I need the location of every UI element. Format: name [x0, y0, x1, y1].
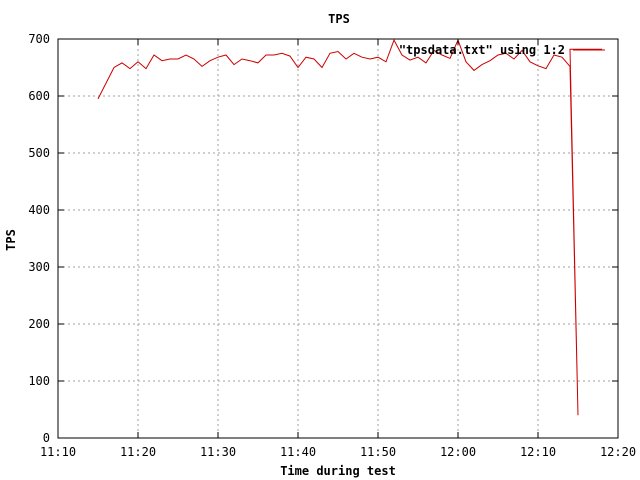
y-tick-label: 600	[28, 89, 50, 103]
y-tick-label: 500	[28, 146, 50, 160]
series-line-tps	[97, 38, 602, 416]
x-tick-label: 11:30	[200, 445, 236, 459]
x-tick-label: 11:40	[280, 445, 316, 459]
y-tick-label: 700	[28, 32, 50, 46]
x-tick-label: 11:50	[360, 445, 396, 459]
grid	[58, 39, 618, 438]
plot-frame	[57, 38, 619, 439]
x-axis-label: Time during test	[280, 464, 396, 478]
y-tick-label: 400	[28, 203, 50, 217]
ticks: 0 100 200 300 400 500 600 700 11:10 11:20 11:30 11:…	[28, 32, 636, 459]
y-tick-label: 200	[28, 317, 50, 331]
x-tick-label: 12:20	[600, 445, 636, 459]
x-tick-label: 11:20	[120, 445, 156, 459]
y-tick-label: 300	[28, 260, 50, 274]
y-axis-label: TPS	[4, 229, 18, 251]
x-tick-label: 12:00	[440, 445, 476, 459]
y-tick-label: 100	[28, 374, 50, 388]
series-layer	[97, 38, 602, 416]
y-tick-label: 0	[43, 431, 50, 445]
chart-title: TPS	[328, 12, 350, 26]
x-tick-label: 12:10	[520, 445, 556, 459]
legend-label: "tpsdata.txt" using 1:2	[399, 43, 565, 57]
legend: "tpsdata.txt" using 1:2	[399, 43, 605, 57]
x-tick-label: 11:10	[40, 445, 76, 459]
